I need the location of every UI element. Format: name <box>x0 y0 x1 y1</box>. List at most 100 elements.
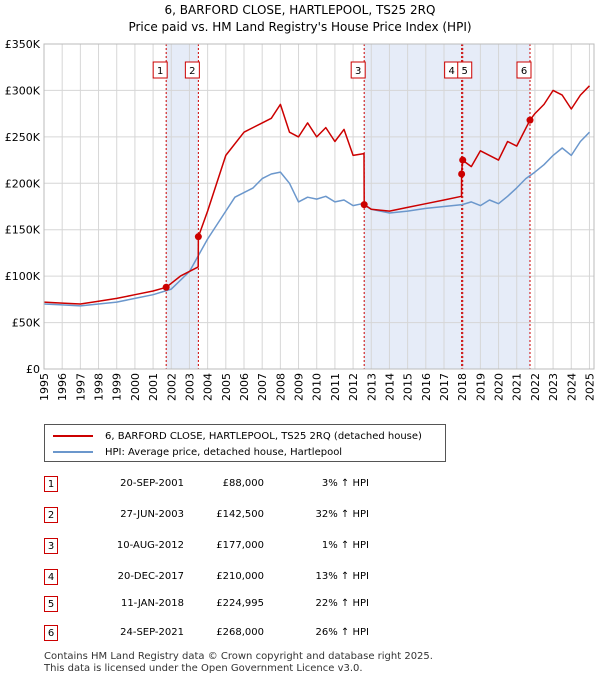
sale-number: 1 <box>44 476 58 492</box>
legend-label-hpi: HPI: Average price, detached house, Hart… <box>105 446 343 458</box>
x-tick-label: 2009 <box>293 373 306 401</box>
sale-marker <box>526 116 534 124</box>
legend-label-property: 6, BARFORD CLOSE, HARTLEPOOL, TS25 2RQ (… <box>105 430 422 442</box>
hpi-line <box>43 131 591 307</box>
x-tick-label: 2024 <box>565 373 578 401</box>
sale-marker <box>162 283 170 291</box>
x-tick-label: 2011 <box>329 373 342 401</box>
sale-label-box: 4 <box>444 61 460 79</box>
sale-hpi-change: 26% ↑ HPI <box>315 627 369 638</box>
x-tick-label: 2019 <box>474 373 487 401</box>
x-tick-label: 2018 <box>456 373 469 401</box>
sale-label-box: 2 <box>184 61 200 79</box>
property-price-line <box>43 85 591 305</box>
sale-hpi-change: 1% ↑ HPI <box>321 540 369 551</box>
x-tick-label: 2001 <box>147 373 160 401</box>
legend-item-property: 6, BARFORD CLOSE, HARTLEPOOL, TS25 2RQ (… <box>53 428 422 444</box>
sale-number: 6 <box>44 625 58 641</box>
legend-item-hpi: HPI: Average price, detached house, Hart… <box>53 444 342 460</box>
sale-price: £210,000 <box>216 571 264 582</box>
sale-label-frame <box>350 61 366 79</box>
x-tick-label: 2025 <box>583 373 596 401</box>
sale-date: 27-JUN-2003 <box>120 509 184 520</box>
x-tick-label: 1999 <box>111 373 124 401</box>
sale-row: 3 10-AUG-2012 £177,000 1% ↑ HPI <box>44 538 444 558</box>
sale-label-number: 6 <box>521 66 527 77</box>
shaded-span <box>462 44 530 369</box>
sale-date: 11-JAN-2018 <box>120 598 184 609</box>
y-tick-label: £300K <box>5 84 41 97</box>
x-tick-label: 2000 <box>129 373 142 401</box>
sale-hpi-change: 3% ↑ HPI <box>321 478 369 489</box>
y-tick-label: £350K <box>5 38 41 51</box>
x-tick-label: 2006 <box>238 373 251 401</box>
sale-marker <box>459 156 467 164</box>
sale-marker <box>194 233 202 241</box>
x-tick-label: 2010 <box>311 373 324 401</box>
x-tick-label: 1998 <box>93 373 106 401</box>
sale-number: 3 <box>44 538 58 554</box>
x-tick-label: 2005 <box>220 373 233 401</box>
sale-row: 2 27-JUN-2003 £142,500 32% ↑ HPI <box>44 507 444 527</box>
sale-marker <box>360 201 368 209</box>
sale-marker <box>458 170 466 178</box>
sale-number: 4 <box>44 569 58 585</box>
sale-row: 4 20-DEC-2017 £210,000 13% ↑ HPI <box>44 569 444 589</box>
x-tick-label: 2023 <box>547 373 560 401</box>
sale-hpi-change: 32% ↑ HPI <box>315 509 369 520</box>
x-tick-label: 1996 <box>56 373 69 401</box>
sale-label-box: 6 <box>516 61 532 79</box>
y-tick-label: £150K <box>5 224 41 237</box>
x-tick-label: 2022 <box>529 373 542 401</box>
sale-label-number: 3 <box>355 66 361 77</box>
sale-label-number: 5 <box>462 66 468 77</box>
axes: £0 £50K £100K £150K £200K £250K £300K £350K 1995… <box>5 38 597 401</box>
sale-label-number: 2 <box>189 66 195 77</box>
x-tick-label: 1997 <box>74 373 87 401</box>
sale-label-box: 3 <box>350 61 366 79</box>
sale-number: 2 <box>44 507 58 523</box>
sale-label-frame <box>516 61 532 79</box>
y-tick-label: £0 <box>26 363 40 376</box>
legend: 6, BARFORD CLOSE, HARTLEPOOL, TS25 2RQ (… <box>44 424 446 462</box>
x-tick-label: 2020 <box>493 373 506 401</box>
sale-price: £177,000 <box>216 540 264 551</box>
plot-border <box>43 43 595 370</box>
chart-subtitle: Price paid vs. HM Land Registry's House … <box>128 20 471 34</box>
sale-number: 5 <box>44 596 58 612</box>
footer-licence: This data is licensed under the Open Gov… <box>44 663 363 674</box>
footer-copyright: Contains HM Land Registry data © Crown c… <box>44 651 433 662</box>
x-tick-label: 2016 <box>420 373 433 401</box>
sale-markers <box>162 116 534 291</box>
sale-row: 6 24-SEP-2021 £268,000 26% ↑ HPI <box>44 625 444 645</box>
sale-price: £88,000 <box>222 478 264 489</box>
shaded-periods <box>166 44 530 369</box>
x-tick-label: 2003 <box>183 373 196 401</box>
sale-hpi-change: 13% ↑ HPI <box>315 571 369 582</box>
sale-row: 1 20-SEP-2001 £88,000 3% ↑ HPI <box>44 476 444 496</box>
sale-label-frame <box>184 61 200 79</box>
sale-label-frame <box>152 61 168 79</box>
price-chart: 6, BARFORD CLOSE, HARTLEPOOL, TS25 2RQ P… <box>5 3 597 401</box>
x-tick-label: 2007 <box>256 373 269 401</box>
sale-price: £142,500 <box>216 509 264 520</box>
sale-price: £268,000 <box>216 627 264 638</box>
x-tick-label: 2008 <box>274 373 287 401</box>
x-tick-label: 2017 <box>438 373 451 401</box>
legend-swatch-property <box>53 435 93 437</box>
x-tick-label: 2002 <box>165 373 178 401</box>
sale-date: 24-SEP-2021 <box>120 627 184 638</box>
footer: Contains HM Land Registry data © Crown c… <box>44 651 433 675</box>
y-tick-label: £250K <box>5 131 41 144</box>
sale-date: 20-DEC-2017 <box>117 571 184 582</box>
x-tick-label: 2004 <box>202 373 215 401</box>
series-lines <box>43 85 591 307</box>
x-tick-label: 2012 <box>347 373 360 401</box>
sale-row: 5 11-JAN-2018 £224,995 22% ↑ HPI <box>44 596 444 616</box>
y-tick-label: £50K <box>12 317 41 330</box>
legend-swatch-hpi <box>53 451 93 453</box>
sale-date: 10-AUG-2012 <box>116 540 184 551</box>
sale-label-frame <box>457 61 473 79</box>
chart-title: 6, BARFORD CLOSE, HARTLEPOOL, TS25 2RQ <box>165 3 436 17</box>
